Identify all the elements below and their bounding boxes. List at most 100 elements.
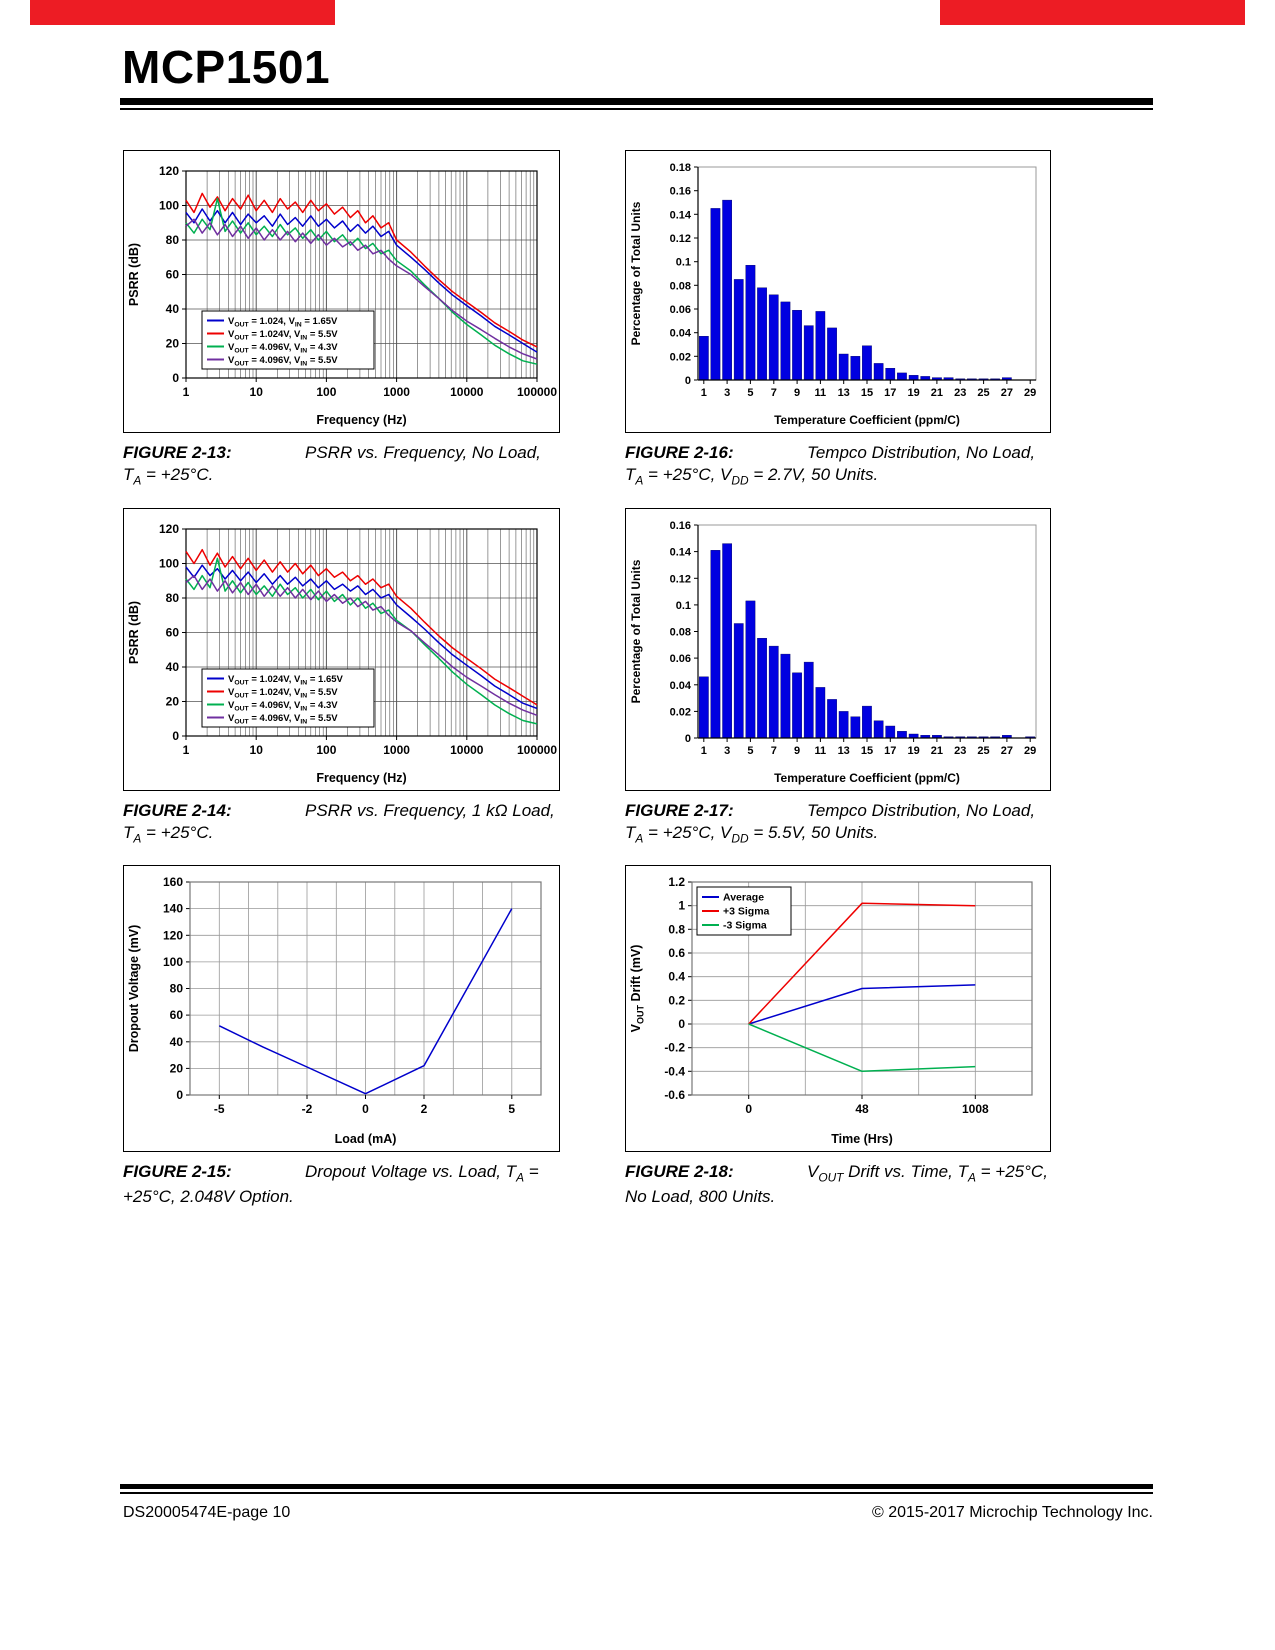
svg-text:0.8: 0.8 [668, 922, 685, 936]
svg-text:100000: 100000 [517, 743, 557, 757]
svg-text:80: 80 [166, 591, 180, 605]
svg-text:0: 0 [745, 1102, 752, 1116]
figure-2-17-svg: 00.020.040.060.080.10.120.140.161 3 5 7 9 11 1… [629, 520, 1037, 785]
svg-text:17: 17 [884, 745, 896, 757]
svg-text:120: 120 [163, 928, 183, 942]
svg-text:0.14: 0.14 [670, 209, 692, 221]
figure-label: FIGURE 2-17: [625, 801, 734, 820]
figure-2-17-chart: 0 0.02 0.04 0.06 0.08 0.1 0.12 0.14 0.16 1 3 5 7 9 11 1… [626, 509, 1050, 790]
svg-text:100: 100 [159, 199, 179, 213]
figure-caption-text: PSRR vs. Frequency, No Load, TA = +25°C. [123, 443, 541, 488]
figure-2-15-block: 0 20 40 60 80 100 120 140 160 -5 -2 0 2 5 Load (mA) Dro… [123, 865, 560, 1209]
svg-text:9: 9 [794, 745, 800, 757]
figure-2-13-caption: FIGURE 2-13: PSRR vs. Frequency, No Load,… [123, 442, 560, 490]
page-title: MCP1501 [122, 41, 331, 93]
svg-text:17: 17 [884, 387, 896, 399]
svg-text:Percentage of Total Units: Percentage of Total Units [629, 559, 643, 703]
svg-text:10: 10 [250, 385, 264, 399]
figure-caption-text: PSRR vs. Frequency, 1 kΩ Load, TA = +25°… [123, 801, 555, 846]
svg-text:1: 1 [678, 899, 685, 913]
svg-text:0.1: 0.1 [676, 257, 691, 269]
svg-text:+3 Sigma: +3 Sigma [723, 906, 770, 918]
top-left-red-mark [30, 0, 335, 25]
svg-text:29: 29 [1024, 745, 1036, 757]
footer-rule-thick [120, 1484, 1153, 1489]
svg-text:1008: 1008 [962, 1102, 989, 1116]
svg-text:VOUT = 4.096V, VIN = 5.5V: VOUT = 4.096V, VIN = 5.5V [228, 713, 338, 726]
svg-text:Load (mA): Load (mA) [335, 1132, 397, 1146]
svg-text:-2: -2 [302, 1102, 313, 1116]
svg-text:VOUT = 4.096V, VIN = 4.3V: VOUT = 4.096V, VIN = 4.3V [228, 700, 338, 713]
svg-text:1.2: 1.2 [668, 875, 685, 889]
svg-text:0.4: 0.4 [668, 970, 685, 984]
svg-text:10000: 10000 [450, 385, 484, 399]
svg-text:Dropout Voltage (mV): Dropout Voltage (mV) [127, 925, 141, 1053]
svg-text:0.16: 0.16 [670, 186, 691, 198]
svg-text:VOUT = 1.024, VIN = 1.65V: VOUT = 1.024, VIN = 1.65V [228, 316, 338, 329]
svg-text:0.02: 0.02 [670, 351, 691, 363]
svg-text:Percentage of Total Units: Percentage of Total Units [629, 201, 643, 345]
svg-text:0.06: 0.06 [670, 304, 691, 316]
svg-text:-0.4: -0.4 [664, 1064, 685, 1078]
svg-text:Temperature Coefficient (ppm/C: Temperature Coefficient (ppm/C) [774, 771, 960, 785]
figure-2-14-block: 0 20 40 60 80 100 120 1 10 100 1000 10000 100000 Freq… [123, 508, 560, 848]
svg-text:7: 7 [771, 745, 777, 757]
figure-2-13-chart: 0 20 40 60 80 100 120 1 10 100 1000 10000 100000 Freq… [124, 151, 559, 432]
figure-2-14-chart-panel: 0 20 40 60 80 100 120 1 10 100 1000 10000 100000 Freq… [123, 508, 560, 791]
svg-text:Average: Average [723, 892, 764, 904]
figure-2-15-caption: FIGURE 2-15: Dropout Voltage vs. Load, TA… [123, 1161, 560, 1209]
svg-text:VOUT = 4.096V, VIN = 4.3V: VOUT = 4.096V, VIN = 4.3V [228, 342, 338, 355]
svg-text:-3 Sigma: -3 Sigma [723, 920, 767, 932]
svg-text:0.12: 0.12 [670, 233, 691, 245]
page-footer: DS20005474E-page 10 © 2015-2017 Microchi… [123, 1504, 1153, 1522]
figure-2-18-svg: -0.6 -0.4 -0.2 0 0.2 0.4 0.6 0.8 1 1.2 0 48 1008 Time… [629, 875, 1033, 1146]
svg-text:2: 2 [421, 1102, 428, 1116]
svg-text:0: 0 [678, 1017, 685, 1031]
svg-text:21: 21 [931, 745, 943, 757]
figure-2-18-chart-panel: -0.6 -0.4 -0.2 0 0.2 0.4 0.6 0.8 1 1.2 0 48 1008 Time… [625, 865, 1051, 1152]
svg-text:60: 60 [166, 268, 180, 282]
svg-text:1000: 1000 [383, 385, 410, 399]
figure-2-16-svg: 00.020.040.060.080.10.120.140.160.181 3 5 7… [629, 162, 1037, 427]
svg-text:19: 19 [907, 387, 919, 399]
svg-text:3: 3 [724, 387, 730, 399]
svg-text:1: 1 [183, 743, 190, 757]
svg-text:VOUT = 1.024V, VIN = 5.5V: VOUT = 1.024V, VIN = 5.5V [228, 687, 338, 700]
svg-text:40: 40 [170, 1035, 184, 1049]
svg-text:40: 40 [166, 660, 180, 674]
svg-text:VOUT Drift (mV): VOUT Drift (mV) [629, 945, 646, 1033]
svg-text:-0.2: -0.2 [664, 1041, 685, 1055]
svg-text:VOUT = 4.096V, VIN = 5.5V: VOUT = 4.096V, VIN = 5.5V [228, 355, 338, 368]
svg-text:19: 19 [907, 745, 919, 757]
top-right-red-mark [940, 0, 1245, 25]
figure-2-14-caption: FIGURE 2-14: PSRR vs. Frequency, 1 kΩ Loa… [123, 800, 560, 848]
figure-2-15-svg: 0 20 40 60 80 100 120 140 160 -5 -2 0 2 5 Load (mA) Dro… [127, 875, 542, 1146]
svg-text:100000: 100000 [517, 385, 557, 399]
figure-2-16-block: 0 0.02 0.04 0.06 0.08 0.1 0.12 0.14 0.16 0.18 1 3 5 7… [625, 150, 1051, 490]
svg-text:1: 1 [183, 385, 190, 399]
footer-rule-thin [120, 1492, 1153, 1494]
svg-text:3: 3 [724, 745, 730, 757]
svg-text:160: 160 [163, 875, 183, 889]
svg-text:1: 1 [701, 745, 707, 757]
svg-text:0: 0 [172, 729, 179, 743]
svg-text:40: 40 [166, 302, 180, 316]
svg-text:20: 20 [166, 695, 180, 709]
figure-label: FIGURE 2-13: [123, 443, 232, 462]
figure-label: FIGURE 2-14: [123, 801, 232, 820]
svg-text:0.12: 0.12 [670, 573, 691, 585]
svg-text:Temperature Coefficient (ppm/C: Temperature Coefficient (ppm/C) [774, 413, 960, 427]
svg-text:29: 29 [1024, 387, 1036, 399]
svg-text:60: 60 [166, 626, 180, 640]
svg-text:-0.6: -0.6 [664, 1088, 685, 1102]
footer-copyright: © 2015-2017 Microchip Technology Inc. [872, 1504, 1153, 1521]
svg-text:0.04: 0.04 [670, 680, 692, 692]
svg-text:0: 0 [362, 1102, 369, 1116]
svg-text:15: 15 [861, 745, 873, 757]
svg-text:15: 15 [861, 387, 873, 399]
svg-text:120: 120 [159, 164, 179, 178]
svg-text:Time (Hrs): Time (Hrs) [831, 1132, 893, 1146]
svg-text:VOUT = 1.024V, VIN = 5.5V: VOUT = 1.024V, VIN = 5.5V [228, 329, 338, 342]
svg-text:VOUT = 1.024V, VIN = 1.65V: VOUT = 1.024V, VIN = 1.65V [228, 674, 344, 687]
